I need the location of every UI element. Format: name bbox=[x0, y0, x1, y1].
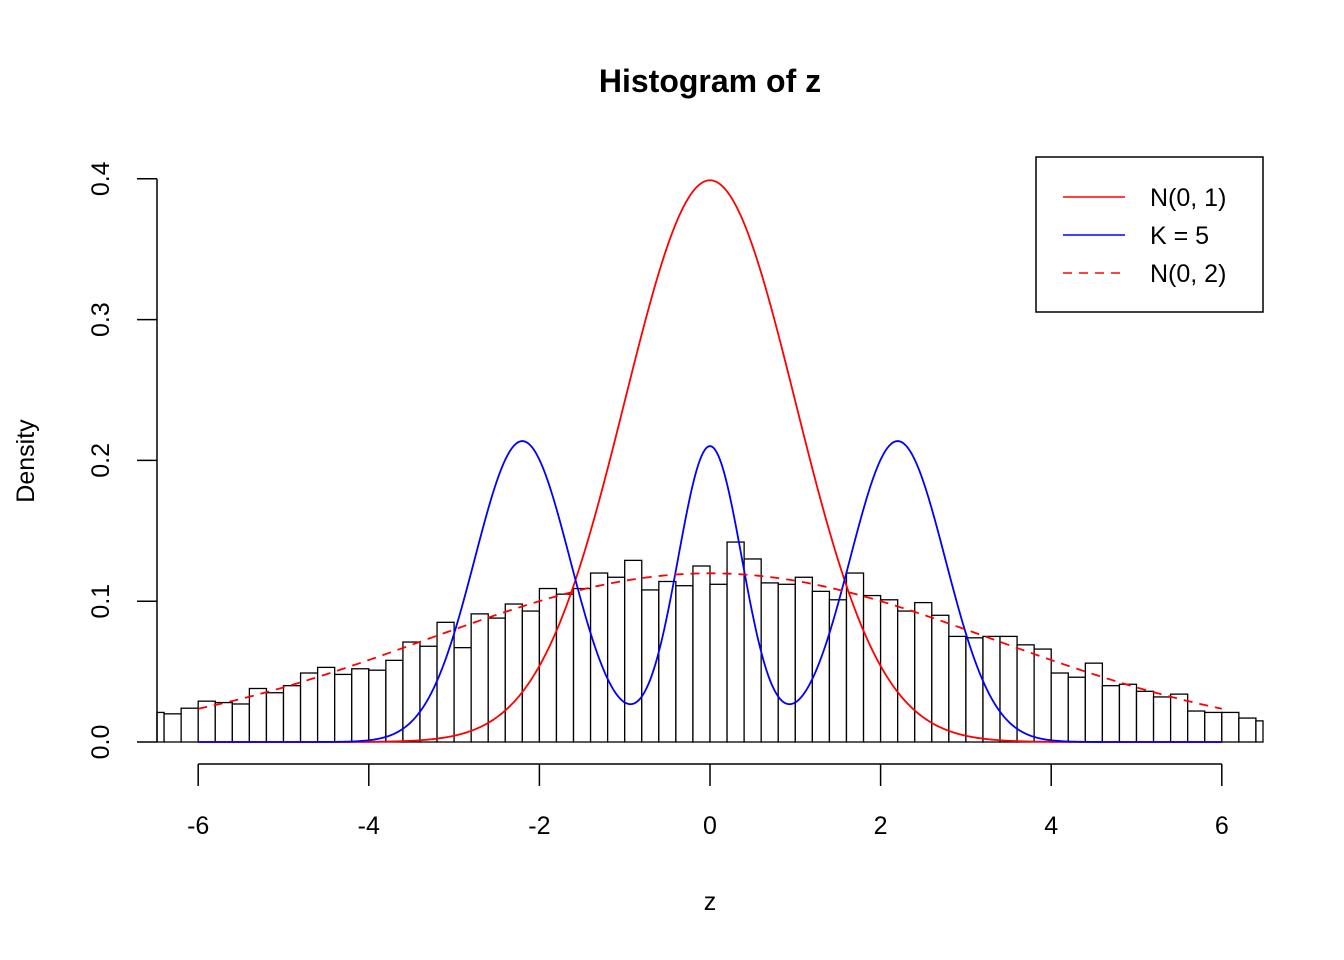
legend: N(0, 1) K = 5 N(0, 2) bbox=[1035, 156, 1264, 313]
histogram-bar bbox=[163, 713, 182, 743]
histogram-bar bbox=[453, 647, 472, 743]
legend-label-n01: N(0, 1) bbox=[1150, 184, 1226, 212]
histogram-bar bbox=[794, 576, 814, 743]
histogram-bar bbox=[1101, 685, 1121, 743]
density-curve bbox=[198, 572, 1222, 710]
histogram-bar bbox=[897, 610, 916, 743]
density-curves bbox=[198, 179, 1222, 743]
histogram-bar bbox=[606, 576, 626, 743]
histogram-bar bbox=[351, 668, 370, 743]
histogram-bar bbox=[1118, 683, 1138, 743]
histogram-bar bbox=[709, 583, 728, 743]
histogram-bar bbox=[1187, 710, 1206, 743]
histogram-bar bbox=[470, 613, 489, 743]
y-tick-label: 0.3 bbox=[87, 302, 115, 337]
histogram-bar bbox=[504, 603, 523, 743]
y-tick-label: 0.0 bbox=[87, 725, 115, 760]
histogram-bar bbox=[156, 711, 165, 743]
histogram-bar bbox=[316, 666, 336, 743]
histogram-bar bbox=[572, 587, 592, 743]
histogram-bar bbox=[282, 685, 302, 743]
histogram-bar bbox=[487, 617, 506, 743]
y-tick-label: 0.2 bbox=[87, 443, 115, 478]
legend-label-k5: K = 5 bbox=[1150, 222, 1209, 250]
chart-title: Histogram of z bbox=[599, 63, 821, 99]
histogram-bar bbox=[862, 594, 882, 743]
histogram-bar bbox=[828, 599, 848, 743]
histogram-bar bbox=[948, 635, 967, 743]
histogram-bars bbox=[156, 541, 1264, 743]
histogram-bar bbox=[555, 593, 575, 743]
histogram-bar bbox=[214, 701, 233, 743]
histogram-bar bbox=[624, 559, 643, 743]
histogram-bar bbox=[931, 614, 950, 743]
histogram-bar bbox=[419, 645, 438, 743]
density-curve bbox=[198, 440, 1222, 743]
histogram-bar bbox=[1255, 720, 1264, 743]
histogram-bar bbox=[982, 635, 1001, 743]
histogram-bar bbox=[1204, 711, 1223, 743]
histogram-bar bbox=[368, 669, 387, 743]
histogram-bar bbox=[1135, 690, 1155, 743]
histogram-bar bbox=[1033, 648, 1052, 743]
x-tick-label: -2 bbox=[528, 812, 550, 840]
x-tick-label: 6 bbox=[1215, 812, 1229, 840]
histogram-bar bbox=[538, 587, 558, 743]
x-axis-label: z bbox=[704, 888, 717, 916]
histogram-bar bbox=[521, 610, 541, 743]
histogram-bar bbox=[334, 673, 353, 743]
x-tick-label: -4 bbox=[358, 812, 380, 840]
histogram-bar bbox=[1067, 676, 1086, 743]
histogram-bar bbox=[1050, 672, 1069, 743]
legend-label-n02: N(0, 2) bbox=[1150, 260, 1226, 288]
histogram-bar bbox=[777, 583, 796, 743]
histogram-bar bbox=[845, 572, 865, 743]
y-tick-label: 0.1 bbox=[87, 584, 115, 619]
x-tick-label: 2 bbox=[874, 812, 888, 840]
x-tick-label: -6 bbox=[187, 812, 209, 840]
y-tick-label: 0.4 bbox=[87, 161, 115, 196]
histogram-bar bbox=[1221, 711, 1240, 743]
histogram-bar bbox=[1016, 644, 1035, 743]
histogram-bar bbox=[726, 541, 745, 743]
y-axis-label: Density bbox=[12, 419, 40, 503]
histogram-bar bbox=[641, 589, 660, 743]
histogram-bar bbox=[1152, 696, 1172, 743]
histogram-bar bbox=[811, 590, 831, 743]
histogram-bar bbox=[265, 692, 285, 743]
histogram-bar bbox=[1169, 693, 1189, 743]
histogram-bar bbox=[299, 672, 319, 743]
density-curve bbox=[198, 179, 1222, 743]
histogram-bar bbox=[965, 637, 984, 743]
histogram-bar bbox=[658, 580, 677, 743]
histogram-bar bbox=[180, 707, 199, 743]
x-tick-label: 0 bbox=[703, 812, 717, 840]
histogram-bar bbox=[675, 585, 694, 743]
x-axis: -6 -4 -2 0 2 4 6 bbox=[187, 763, 1229, 840]
y-axis: 0.0 0.1 0.2 0.3 0.4 bbox=[87, 161, 158, 760]
x-tick-label: 4 bbox=[1044, 812, 1058, 840]
histogram-bar bbox=[231, 703, 251, 743]
histogram-bar bbox=[1238, 717, 1257, 743]
histogram-bar bbox=[692, 565, 711, 743]
